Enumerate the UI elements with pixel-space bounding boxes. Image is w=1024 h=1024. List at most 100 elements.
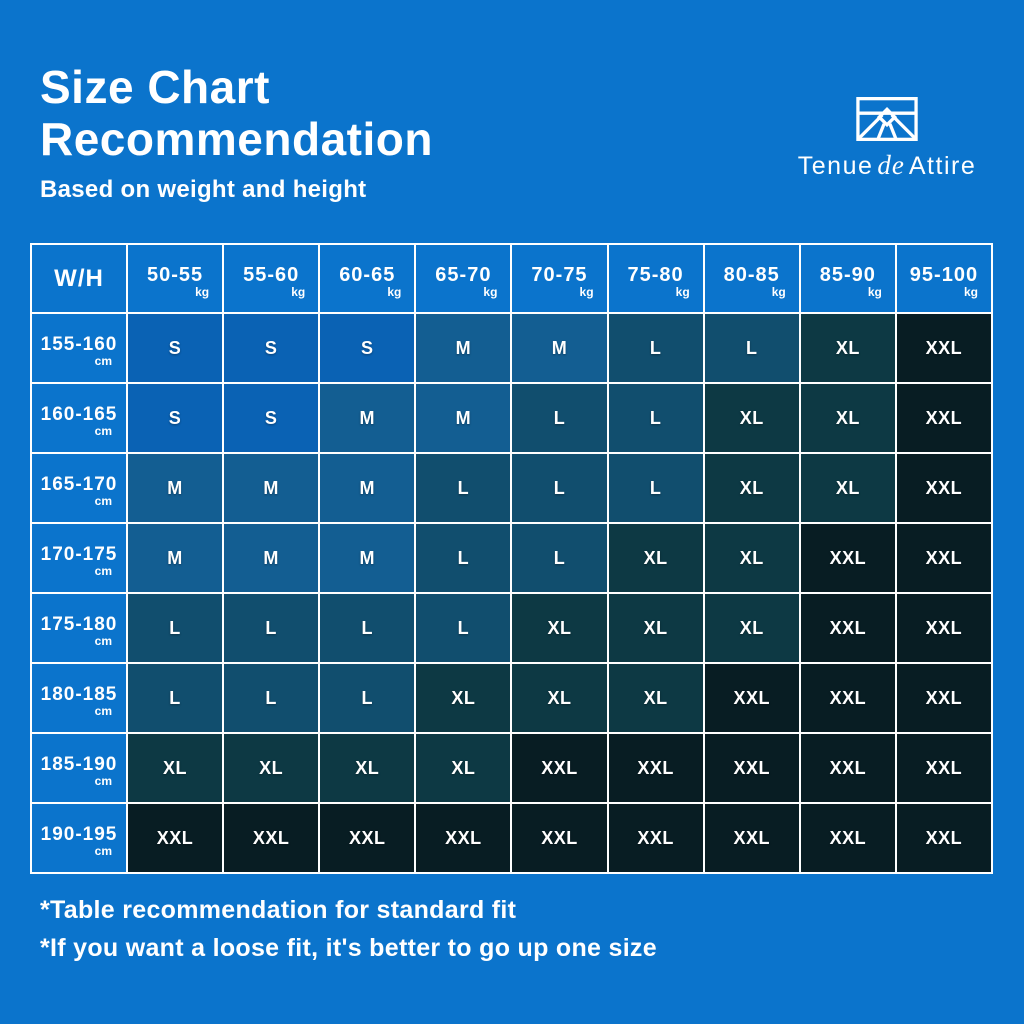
size-cell: XL [798,452,897,524]
size-cell: XXL [894,732,994,804]
size-cell: M [222,452,321,524]
size-cell: XXL [606,732,705,804]
weight-column-header: 80-85 kg [702,243,801,314]
size-cell: M [414,312,513,384]
size-cell: XL [510,592,609,664]
size-cell: XXL [222,802,321,874]
height-row-header: 165-170 cm [30,452,128,524]
size-cell: XXL [894,312,994,384]
size-cell: XL [125,732,225,804]
table-row: 155-160 cm S S S M M L L XL XXL [30,312,994,384]
size-cell: XXL [510,802,609,874]
size-cell: XXL [894,452,994,524]
table-row: 160-165 cm S S M M L L XL XL XXL [30,382,994,454]
table-row: 170-175 cm M M M L L XL XL XXL XXL [30,522,994,594]
size-cell: L [414,452,513,524]
size-cell: L [606,312,705,384]
brand-word-3: Attire [908,152,977,180]
size-cell: XXL [125,802,225,874]
size-cell: L [222,662,321,734]
size-cell: XXL [798,802,897,874]
size-cell: XXL [798,592,897,664]
size-cell: L [318,662,417,734]
table-row: 190-195 cm XXL XXL XXL XXL XXL XXL XXL XXL XXL [30,802,994,874]
weight-column-header: 55-60 kg [222,243,321,314]
brand-name: Tenue de Attire [798,150,976,181]
size-cell: XL [606,592,705,664]
size-cell: XXL [798,662,897,734]
size-cell: L [510,522,609,594]
size-cell: L [125,592,225,664]
height-row-header: 190-195 cm [30,802,128,874]
size-cell: S [318,312,417,384]
weight-column-header: 60-65 kg [318,243,417,314]
size-cell: L [222,592,321,664]
table-row: 180-185 cm L L L XL XL XL XXL XXL XXL [30,662,994,734]
size-cell: XL [414,732,513,804]
size-cell: L [606,382,705,454]
size-cell: XL [318,732,417,804]
size-cell: L [414,522,513,594]
size-cell: M [125,522,225,594]
weight-column-header: 85-90 kg [798,243,897,314]
weight-column-header: 75-80 kg [606,243,705,314]
size-cell: L [606,452,705,524]
size-cell: L [510,452,609,524]
height-row-header: 155-160 cm [30,312,128,384]
table-row: 185-190 cm XL XL XL XL XXL XXL XXL XXL XXL [30,732,994,804]
size-cell: M [318,382,417,454]
footnote-loose-fit: *If you want a loose fit, it's better to… [40,933,657,962]
size-cell: XXL [894,662,994,734]
size-cell: M [318,452,417,524]
size-cell: XL [798,382,897,454]
size-cell: XL [222,732,321,804]
corner-header-cell: W/H [30,243,128,314]
table-body: 155-160 cm S S S M M L L XL XXL 160-165 cm S S M M L L XL XL… [30,312,994,874]
size-cell: XXL [894,802,994,874]
height-row-header: 180-185 cm [30,662,128,734]
weight-column-header: 50-55 kg [125,243,225,314]
size-cell: XXL [702,732,801,804]
mountain-frame-icon [856,96,918,142]
page-header: Size Chart Recommendation Based on weigh… [40,61,433,204]
size-cell: XL [798,312,897,384]
table-row: 165-170 cm M M M L L L XL XL XXL [30,452,994,524]
size-cell: XL [606,662,705,734]
size-cell: M [510,312,609,384]
footnotes: *Table recommendation for standard fit *… [40,892,657,967]
size-cell: S [222,382,321,454]
table-row: 175-180 cm L L L L XL XL XL XXL XXL [30,592,994,664]
size-cell: S [125,312,225,384]
size-cell: XXL [798,522,897,594]
size-cell: L [702,312,801,384]
size-cell: S [125,382,225,454]
size-cell: XL [702,382,801,454]
size-cell: XL [606,522,705,594]
size-cell: XXL [606,802,705,874]
size-cell: XXL [702,662,801,734]
size-cell: XXL [318,802,417,874]
size-cell: M [222,522,321,594]
page-title-line1: Size Chart [40,61,270,113]
brand-word-1: Tenue [797,152,874,180]
table-header-row: W/H 50-55 kg 55-60 kg 60-65 kg 65-70 kg 70-75 kg 7… [30,243,994,314]
brand-word-2: de [877,150,905,180]
weight-column-header: 95-100 kg [894,243,994,314]
brand-logo: Tenue de Attire [782,96,992,181]
weight-column-header: 70-75 kg [510,243,609,314]
footnote-standard-fit: *Table recommendation for standard fit [40,896,517,924]
size-cell: S [222,312,321,384]
page-subtitle: Based on weight and height [40,175,367,203]
height-row-header: 160-165 cm [30,382,128,454]
size-cell: L [414,592,513,664]
size-cell: XL [702,522,801,594]
size-cell: XXL [798,732,897,804]
size-cell: XXL [510,732,609,804]
size-cell: XL [702,592,801,664]
height-row-header: 170-175 cm [30,522,128,594]
size-cell: XXL [702,802,801,874]
size-cell: XL [414,662,513,734]
size-cell: XXL [414,802,513,874]
height-row-header: 185-190 cm [30,732,128,804]
